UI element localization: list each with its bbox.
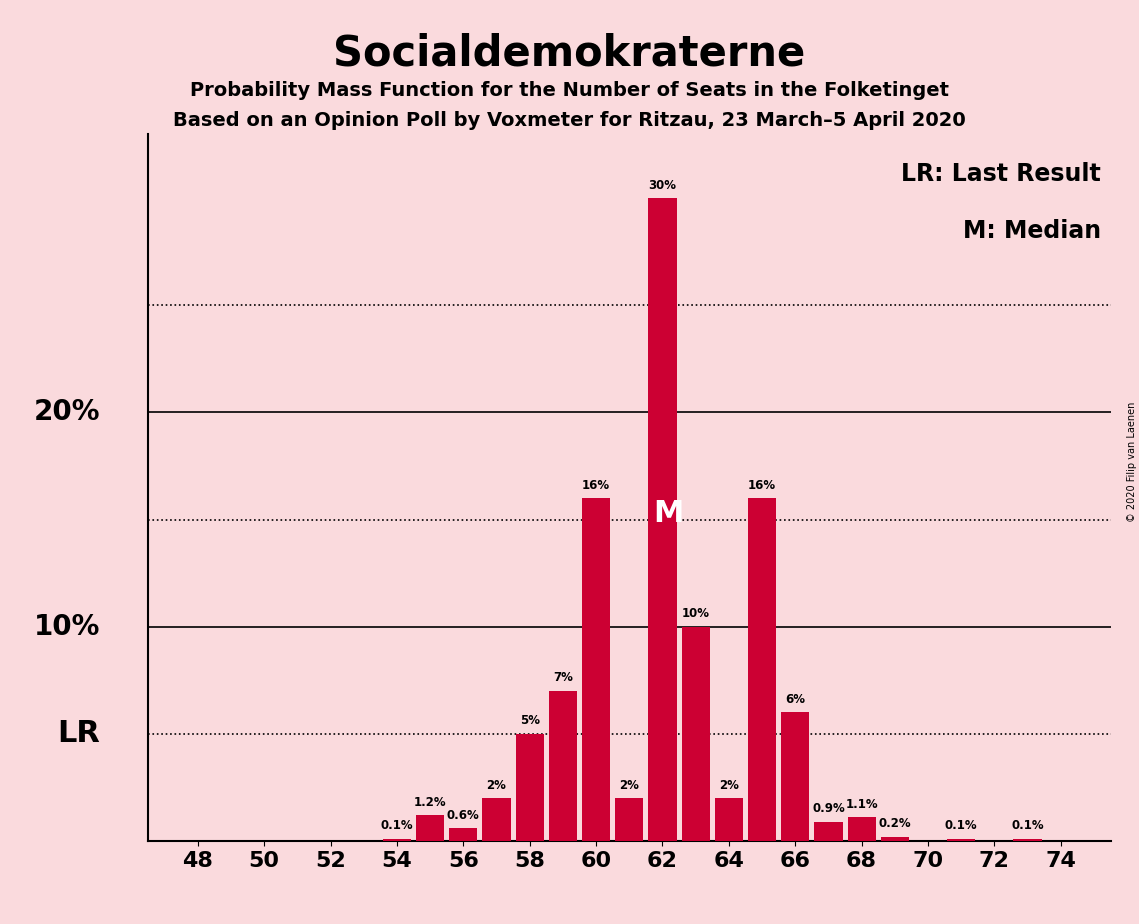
Text: 0.1%: 0.1%: [380, 820, 413, 833]
Text: 10%: 10%: [33, 613, 100, 640]
Text: 7%: 7%: [552, 672, 573, 685]
Bar: [516, 734, 543, 841]
Text: 0.1%: 0.1%: [1011, 820, 1043, 833]
Bar: [947, 839, 975, 841]
Text: 16%: 16%: [748, 479, 776, 492]
Bar: [847, 818, 876, 841]
Bar: [383, 839, 411, 841]
Bar: [648, 199, 677, 841]
Bar: [449, 828, 477, 841]
Bar: [715, 798, 743, 841]
Text: 2%: 2%: [719, 779, 739, 792]
Text: 5%: 5%: [519, 714, 540, 727]
Text: 2%: 2%: [620, 779, 639, 792]
Text: 2%: 2%: [486, 779, 507, 792]
Bar: [615, 798, 644, 841]
Text: 20%: 20%: [33, 398, 100, 427]
Text: 16%: 16%: [582, 479, 611, 492]
Bar: [681, 626, 710, 841]
Text: 30%: 30%: [648, 179, 677, 192]
Text: 0.6%: 0.6%: [446, 808, 480, 821]
Text: M: M: [654, 499, 683, 528]
Text: © 2020 Filip van Laenen: © 2020 Filip van Laenen: [1126, 402, 1137, 522]
Text: Socialdemokraterne: Socialdemokraterne: [334, 32, 805, 74]
Bar: [483, 798, 510, 841]
Text: 0.2%: 0.2%: [878, 817, 911, 830]
Text: LR: Last Result: LR: Last Result: [901, 163, 1101, 187]
Text: 0.1%: 0.1%: [945, 820, 977, 833]
Text: 10%: 10%: [681, 607, 710, 620]
Bar: [814, 821, 843, 841]
Bar: [416, 815, 444, 841]
Bar: [549, 691, 577, 841]
Bar: [748, 498, 776, 841]
Text: 1.1%: 1.1%: [845, 797, 878, 811]
Text: 6%: 6%: [785, 693, 805, 706]
Text: M: Median: M: Median: [962, 219, 1101, 243]
Text: Probability Mass Function for the Number of Seats in the Folketinget: Probability Mass Function for the Number…: [190, 81, 949, 101]
Text: 1.2%: 1.2%: [413, 796, 446, 808]
Bar: [880, 836, 909, 841]
Text: 0.9%: 0.9%: [812, 802, 845, 815]
Bar: [781, 712, 810, 841]
Bar: [582, 498, 611, 841]
Bar: [1014, 839, 1042, 841]
Text: Based on an Opinion Poll by Voxmeter for Ritzau, 23 March–5 April 2020: Based on an Opinion Poll by Voxmeter for…: [173, 111, 966, 130]
Text: LR: LR: [57, 719, 100, 748]
